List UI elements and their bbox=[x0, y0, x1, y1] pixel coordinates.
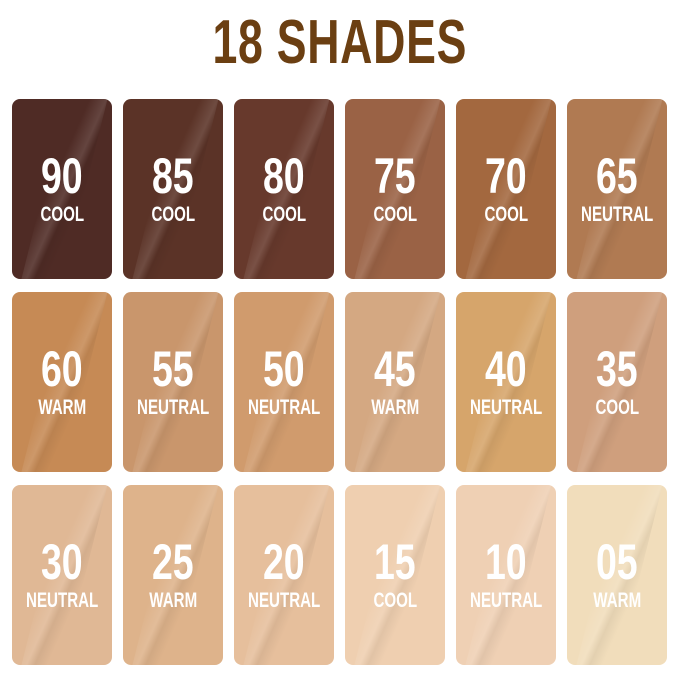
shade-undertone: COOL bbox=[262, 203, 306, 226]
shade-swatch: 60 WARM bbox=[12, 292, 112, 472]
shade-swatch: 20 NEUTRAL bbox=[234, 485, 334, 665]
shade-undertone: WARM bbox=[593, 589, 641, 612]
shade-undertone: COOL bbox=[40, 203, 84, 226]
shade-swatch: 65 NEUTRAL bbox=[567, 99, 667, 279]
page-title: 18 SHADES bbox=[0, 8, 679, 78]
shade-undertone: COOL bbox=[484, 203, 528, 226]
shade-number: 25 bbox=[152, 534, 194, 590]
shade-number: 35 bbox=[596, 341, 638, 397]
shade-swatch: 80 COOL bbox=[234, 99, 334, 279]
shade-number: 05 bbox=[596, 534, 638, 590]
shade-number: 65 bbox=[596, 148, 638, 204]
shade-swatch: 75 COOL bbox=[345, 99, 445, 279]
shade-number: 15 bbox=[374, 534, 416, 590]
shade-number: 50 bbox=[263, 341, 305, 397]
shade-swatch: 55 NEUTRAL bbox=[123, 292, 223, 472]
title-text: 18 SHADES bbox=[212, 8, 467, 77]
shade-number: 10 bbox=[485, 534, 527, 590]
shade-swatch: 05 WARM bbox=[567, 485, 667, 665]
shade-swatch: 15 COOL bbox=[345, 485, 445, 665]
shade-undertone: WARM bbox=[38, 396, 86, 419]
shade-number: 70 bbox=[485, 148, 527, 204]
shade-number: 90 bbox=[41, 148, 83, 204]
shade-number: 20 bbox=[263, 534, 305, 590]
shade-swatch: 25 WARM bbox=[123, 485, 223, 665]
shade-undertone: NEUTRAL bbox=[25, 589, 99, 612]
shade-swatch: 45 WARM bbox=[345, 292, 445, 472]
shade-number: 40 bbox=[485, 341, 527, 397]
shade-swatch: 50 NEUTRAL bbox=[234, 292, 334, 472]
shade-number: 85 bbox=[152, 148, 194, 204]
shade-number: 80 bbox=[263, 148, 305, 204]
shade-swatch: 35 COOL bbox=[567, 292, 667, 472]
shade-undertone: COOL bbox=[595, 396, 639, 419]
shade-undertone: COOL bbox=[151, 203, 195, 226]
shade-number: 45 bbox=[374, 341, 416, 397]
shade-swatch: 70 COOL bbox=[456, 99, 556, 279]
shade-swatch: 10 NEUTRAL bbox=[456, 485, 556, 665]
shade-undertone: NEUTRAL bbox=[247, 396, 321, 419]
shade-number: 60 bbox=[41, 341, 83, 397]
shade-swatch: 85 COOL bbox=[123, 99, 223, 279]
shade-undertone: NEUTRAL bbox=[469, 396, 543, 419]
shade-swatch: 90 COOL bbox=[12, 99, 112, 279]
shade-number: 75 bbox=[374, 148, 416, 204]
shade-undertone: COOL bbox=[373, 203, 417, 226]
shade-swatch: 40 NEUTRAL bbox=[456, 292, 556, 472]
shade-undertone: NEUTRAL bbox=[580, 203, 654, 226]
shade-grid: 90 COOL 85 COOL 80 COOL 75 COOL 70 COOL 65 NEUTRAL 6… bbox=[12, 99, 667, 665]
shade-undertone: NEUTRAL bbox=[136, 396, 210, 419]
shade-undertone: WARM bbox=[149, 589, 197, 612]
shade-undertone: COOL bbox=[373, 589, 417, 612]
shade-number: 55 bbox=[152, 341, 194, 397]
shade-undertone: NEUTRAL bbox=[469, 589, 543, 612]
shade-undertone: WARM bbox=[371, 396, 419, 419]
shade-number: 30 bbox=[41, 534, 83, 590]
shade-swatch: 30 NEUTRAL bbox=[12, 485, 112, 665]
shade-undertone: NEUTRAL bbox=[247, 589, 321, 612]
